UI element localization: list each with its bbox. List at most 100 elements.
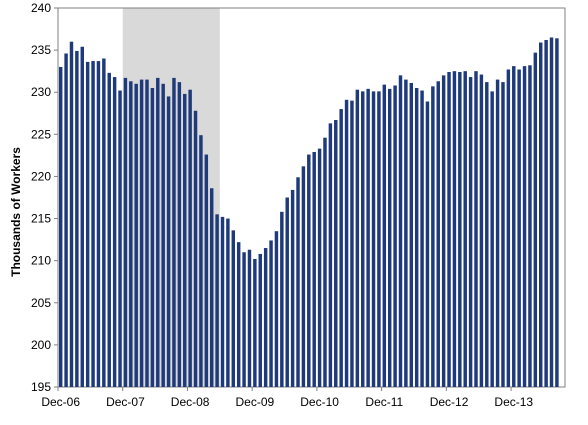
bar (220, 216, 225, 387)
y-tick-label: 220 (31, 169, 51, 183)
x-tick-label: Dec-06 (41, 395, 80, 409)
bar (156, 77, 160, 387)
bar (123, 77, 128, 387)
bar (204, 154, 209, 387)
bar (479, 74, 484, 387)
bar (263, 248, 268, 387)
bar (377, 91, 381, 387)
bar (58, 66, 63, 387)
bar (468, 77, 473, 387)
bar (490, 91, 494, 387)
bar (209, 188, 214, 387)
x-tick-label: Dec-11 (365, 395, 403, 409)
bar (69, 41, 74, 387)
bar (387, 88, 392, 387)
x-tick-label: Dec-09 (236, 395, 275, 409)
bar (350, 100, 354, 388)
bar (495, 79, 500, 387)
bar (522, 66, 527, 387)
bar (91, 61, 95, 388)
bar (107, 72, 111, 388)
bar (506, 69, 511, 387)
bar (517, 69, 521, 387)
y-tick-label: 215 (31, 212, 51, 226)
x-tick-label: Dec-10 (300, 395, 339, 409)
plot-border (57, 7, 566, 388)
y-tick-label: 225 (31, 127, 51, 141)
bar (139, 79, 144, 387)
bar (447, 72, 451, 388)
bar (301, 166, 306, 387)
bar (172, 77, 176, 387)
bar (231, 230, 236, 387)
bar (512, 66, 516, 387)
bar (463, 71, 467, 388)
bar (393, 85, 397, 388)
bar (64, 53, 68, 387)
bar (539, 42, 543, 387)
bar (253, 258, 257, 387)
bar (485, 82, 489, 388)
bar (150, 88, 155, 387)
bar (436, 81, 440, 388)
bar (290, 189, 295, 387)
bar (129, 81, 133, 388)
bar (414, 88, 419, 387)
bar (404, 79, 408, 387)
bar (339, 109, 343, 388)
bar (188, 89, 192, 387)
bar (102, 58, 106, 388)
y-tick-label: 205 (31, 296, 51, 310)
bar (533, 52, 538, 387)
bar (269, 240, 273, 387)
bar (501, 82, 505, 388)
bar (361, 91, 365, 387)
plot-area: 195 200 205 210 215 220 225 230 235 240 Dec-06 Dec-… (31, 1, 566, 409)
bar (166, 96, 171, 387)
bar (425, 101, 430, 387)
bar (161, 83, 165, 388)
bar (236, 242, 241, 387)
bar (334, 120, 338, 387)
bar (80, 46, 84, 388)
bar (431, 86, 435, 388)
bar (183, 93, 187, 387)
bar (312, 152, 316, 387)
bar (409, 82, 414, 388)
x-tick-label: Dec-12 (430, 395, 469, 409)
y-axis-title: Thousands of Workers (9, 147, 23, 277)
bar (398, 75, 403, 387)
bar (452, 71, 457, 388)
bar (118, 90, 122, 387)
bar (242, 252, 246, 387)
x-tick-label: Dec-13 (494, 395, 533, 409)
x-tick-label: Dec-07 (106, 395, 145, 409)
bar (544, 40, 548, 387)
bar (145, 79, 149, 387)
bar (323, 137, 327, 387)
bar (328, 123, 333, 387)
bar (307, 154, 311, 387)
bar (134, 83, 138, 388)
bar (193, 110, 198, 388)
bar (258, 253, 262, 387)
bar (112, 77, 117, 387)
bar (226, 218, 230, 387)
y-tick-label: 195 (31, 380, 51, 394)
bar (85, 61, 90, 387)
y-tick-label: 230 (31, 85, 51, 99)
bar (280, 211, 284, 387)
bar (274, 231, 279, 387)
bar (177, 82, 182, 388)
bar (247, 249, 252, 387)
bar (420, 90, 424, 387)
bar (355, 89, 360, 387)
y-tick-label: 240 (31, 1, 51, 15)
bar (366, 88, 370, 387)
y-tick-label: 200 (31, 338, 51, 352)
bar (474, 71, 478, 388)
x-tick-label: Dec-08 (171, 395, 210, 409)
bar (296, 177, 300, 387)
bar (344, 99, 349, 388)
bar (549, 37, 554, 387)
